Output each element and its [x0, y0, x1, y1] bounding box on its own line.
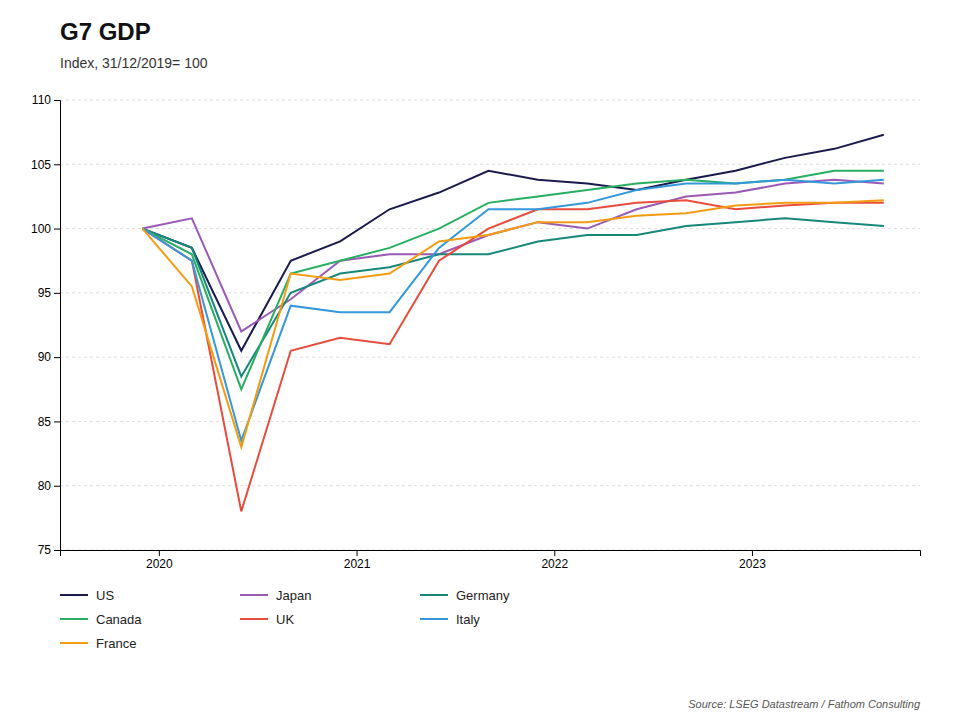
x-tick: 2022 [541, 550, 568, 571]
y-tick: 90 [38, 350, 60, 364]
y-tick-label: 100 [31, 222, 51, 236]
legend-swatch [240, 594, 268, 596]
legend-item: Germany [420, 588, 510, 603]
y-tick-label: 85 [38, 415, 52, 429]
legend-label: France [96, 636, 136, 651]
legend-label: Canada [96, 612, 142, 627]
y-tick-label: 75 [38, 543, 52, 557]
y-tick: 110 [32, 93, 60, 107]
y-tick: 85 [38, 415, 60, 429]
y-axis-line [54, 101, 61, 551]
legend-label: UK [276, 612, 294, 627]
y-tick-label: 105 [31, 158, 51, 172]
y-tick: 95 [38, 286, 60, 300]
legend-swatch [420, 594, 448, 596]
series-line [142, 200, 883, 511]
y-tick-mark [54, 357, 60, 358]
y-tick-label: 90 [38, 350, 52, 364]
legend-item: France [60, 636, 136, 651]
legend-item: Japan [240, 588, 311, 603]
y-tick: 80 [38, 479, 60, 493]
legend-swatch [240, 618, 268, 620]
title: G7 GDP [60, 18, 151, 45]
y-tick-mark [54, 164, 60, 165]
y-tick-label: 95 [38, 286, 52, 300]
y-axis: 75 80 85 90 95 100 105 110 [31, 93, 61, 557]
legend-item: Canada [60, 612, 142, 627]
grid-line [60, 164, 920, 165]
y-tick-mark [54, 421, 60, 422]
x-tick-mark [554, 550, 555, 556]
legend-item: US [60, 588, 114, 603]
grid-line [60, 292, 920, 293]
y-tick: 75 [38, 543, 60, 557]
x-tick-label: 2022 [541, 557, 568, 571]
legend-item: Italy [420, 612, 480, 627]
plot: 2020 2021 2022 2023 75 80 85 90 95 100 105 110 [31, 93, 921, 570]
grid [60, 100, 920, 550]
grid-line [60, 100, 920, 101]
lines [142, 135, 883, 512]
subtitle: Index, 31/12/2019= 100 [60, 55, 208, 71]
legend-swatch [60, 618, 88, 620]
chart: G7 GDP Index, 31/12/2019= 100 2020 2021 2022… [0, 0, 960, 720]
y-tick-mark [54, 229, 60, 230]
legend-label: Japan [276, 588, 311, 603]
x-tick-label: 2020 [146, 557, 173, 571]
x-tick: 2023 [739, 550, 766, 571]
legend: US Japan Germany Canada UK Italy France [60, 588, 510, 651]
grid-line [60, 357, 920, 358]
grid-line [60, 485, 920, 486]
x-axis-line [61, 551, 921, 557]
y-tick: 105 [31, 158, 60, 172]
legend-swatch [420, 618, 448, 620]
y-tick-mark [54, 293, 60, 294]
x-tick-mark [159, 550, 160, 556]
legend-label: Germany [456, 588, 510, 603]
y-tick: 100 [31, 222, 60, 236]
x-tick-label: 2021 [344, 557, 371, 571]
y-tick-mark [54, 550, 60, 551]
source: Source: LSEG Datastream / Fathom Consult… [688, 698, 921, 710]
legend-swatch [60, 642, 88, 644]
series-line [142, 180, 883, 332]
x-axis: 2020 2021 2022 2023 [61, 550, 921, 571]
y-tick-label: 110 [32, 93, 51, 107]
x-tick-mark [752, 550, 753, 556]
series-line [142, 218, 883, 376]
series-line [142, 200, 883, 447]
x-tick-mark [357, 550, 358, 556]
x-tick: 2020 [146, 550, 173, 571]
legend-swatch [60, 594, 88, 596]
x-tick-label: 2023 [739, 557, 766, 571]
y-tick-mark [54, 486, 60, 487]
grid-line [60, 421, 920, 422]
x-tick: 2021 [344, 550, 371, 571]
legend-label: US [96, 588, 114, 603]
legend-label: Italy [456, 612, 480, 627]
series-line [142, 135, 883, 351]
legend-item: UK [240, 612, 294, 627]
y-tick-label: 80 [38, 479, 52, 493]
y-tick-mark [54, 100, 60, 101]
